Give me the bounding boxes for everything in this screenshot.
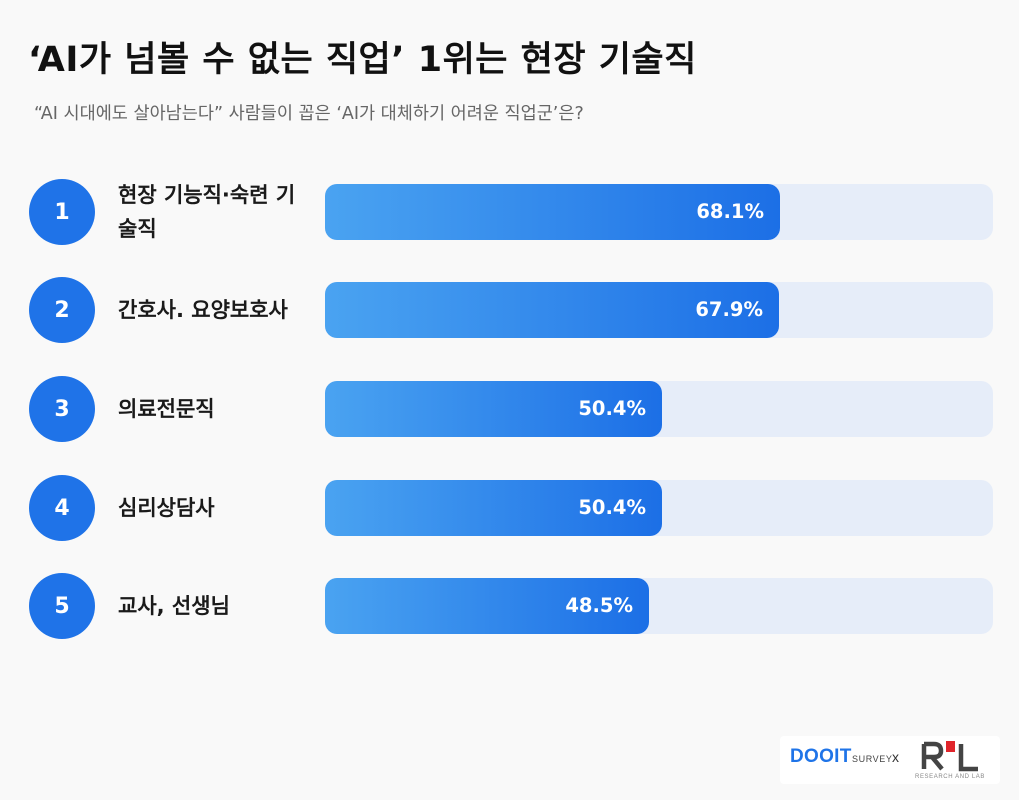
chart-row: 5 교사, 선생님 48.5% (0, 571, 1019, 641)
rank-badge: 3 (29, 376, 95, 442)
bar-fill (325, 381, 662, 437)
header: ‘AI가 넘볼 수 없는 직업’ 1위는 현장 기술직 “AI 시대에도 살아남… (28, 34, 988, 125)
bar-fill (325, 578, 649, 634)
bar-fill (325, 282, 779, 338)
category-label: 심리상담사 (118, 496, 215, 520)
bar-fill (325, 480, 662, 536)
chart-row: 4 심리상담사 50.4% (0, 473, 1019, 543)
logo-separator: x (892, 749, 899, 765)
value-label: 50.4% (578, 496, 646, 519)
bar-track: 68.1% (325, 184, 993, 240)
category-label: 교사, 선생님 (118, 594, 230, 618)
category-label: 의료전문직 (118, 397, 215, 421)
logo-band: DOOIT SURVEY x RESEARCH AND LAB (780, 736, 1000, 784)
bar-track: 50.4% (325, 381, 993, 437)
survey-wordmark: SURVEY (852, 754, 893, 764)
dooit-logo: DOOIT (790, 746, 852, 767)
rl-logo-caption: RESEARCH AND LAB (915, 774, 985, 780)
rank-badge: 5 (29, 573, 95, 639)
value-label: 50.4% (578, 397, 646, 420)
chart-row: 3 의료전문직 50.4% (0, 374, 1019, 444)
value-label: 67.9% (695, 298, 763, 321)
page-subtitle: “AI 시대에도 살아남는다” 사람들이 꼽은 ‘AI가 대체하기 어려운 직업… (34, 104, 584, 124)
category-label: 간호사. 요양보호사 (118, 298, 288, 322)
category-label: 현장 기능직·숙련 기술직 (118, 183, 296, 241)
value-label: 68.1% (696, 200, 764, 223)
bar-track: 48.5% (325, 578, 993, 634)
chart-row: 1 현장 기능직·숙련 기술직 68.1% (0, 177, 1019, 247)
rank-badge: 1 (29, 179, 95, 245)
bar-track: 67.9% (325, 282, 993, 338)
bar-fill (325, 184, 780, 240)
chart-row: 2 간호사. 요양보호사 67.9% (0, 275, 1019, 345)
bar-track: 50.4% (325, 480, 993, 536)
rl-logo-icon: RESEARCH AND LAB (915, 741, 985, 780)
value-label: 48.5% (565, 594, 633, 617)
page-title: ‘AI가 넘볼 수 없는 직업’ 1위는 현장 기술직 (28, 40, 697, 80)
rank-badge: 4 (29, 475, 95, 541)
rank-badge: 2 (29, 277, 95, 343)
